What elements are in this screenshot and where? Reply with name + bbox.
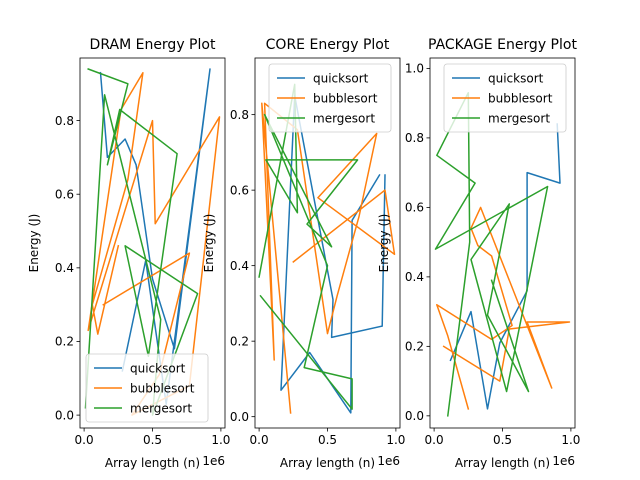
- y-tick-label: 0.8: [405, 131, 424, 145]
- y-tick-label: 0.6: [405, 201, 424, 215]
- y-axis-label: Energy (J): [27, 214, 41, 273]
- y-tick-label: 0.0: [55, 408, 74, 422]
- series-lines: [258, 83, 396, 414]
- legend-label-quicksort: quicksort: [488, 71, 544, 85]
- y-tick-label: 0.4: [405, 270, 424, 284]
- legend-label-mergesort: mergesort: [130, 401, 192, 415]
- y-tick-label: 0.2: [230, 334, 249, 348]
- legend-label-mergesort: mergesort: [313, 111, 375, 125]
- x-tick-label: 0.0: [425, 433, 444, 447]
- x-offset-label: 1e6: [552, 454, 575, 468]
- y-tick-label: 0.6: [230, 183, 249, 197]
- x-offset-label: 1e6: [202, 454, 225, 468]
- series-line-quicksort: [280, 95, 386, 414]
- legend-label-quicksort: quicksort: [313, 71, 369, 85]
- x-axis-label: Array length (n): [280, 456, 375, 470]
- x-axis-label: Array length (n): [105, 456, 200, 470]
- y-axis-label: Energy (J): [377, 214, 391, 273]
- series-line-mergesort: [84, 68, 199, 416]
- y-tick-label: 0.0: [230, 410, 249, 424]
- y-tick-label: 0.0: [405, 409, 424, 423]
- y-tick-label: 0.2: [405, 340, 424, 354]
- y-axis-label: Energy (J): [202, 214, 216, 273]
- legend-label-bubblesort: bubblesort: [313, 91, 378, 105]
- legend: quicksort bubblesort mergesort: [268, 63, 392, 133]
- y-tick-label: 0.6: [55, 187, 74, 201]
- x-tick-label: 0.5: [143, 433, 162, 447]
- series-line-bubblesort: [261, 102, 396, 414]
- legend-label-bubblesort: bubblesort: [130, 381, 195, 395]
- y-tick-label: 0.8: [230, 108, 249, 122]
- series-line-mergesort: [258, 83, 359, 410]
- x-tick-label: 1.0: [386, 433, 405, 447]
- y-tick-label: 1.0: [405, 62, 424, 76]
- y-tick-label: 0.2: [55, 335, 74, 349]
- y-tick-label: 0.8: [55, 114, 74, 128]
- chart-title: CORE Energy Plot: [266, 37, 390, 53]
- legend-box: [85, 353, 209, 423]
- legend: quicksort bubblesort mergesort: [443, 63, 567, 133]
- series-line-quicksort: [99, 68, 211, 405]
- y-tick-label: 0.4: [230, 259, 249, 273]
- x-tick-label: 0.0: [250, 433, 269, 447]
- legend: quicksort bubblesort mergesort: [85, 353, 209, 423]
- x-tick-label: 1.0: [211, 433, 230, 447]
- legend-label-quicksort: quicksort: [130, 361, 186, 375]
- legend-box: [443, 63, 567, 133]
- y-tick-label: 0.4: [55, 261, 74, 275]
- chart-title: DRAM Energy Plot: [90, 37, 216, 53]
- x-tick-label: 0.5: [318, 433, 337, 447]
- x-tick-label: 0.0: [75, 433, 94, 447]
- x-tick-label: 1.0: [561, 433, 580, 447]
- legend-label-mergesort: mergesort: [488, 111, 550, 125]
- chart-title: PACKAGE Energy Plot: [428, 37, 577, 53]
- x-offset-label: 1e6: [377, 454, 400, 468]
- series-line-bubblesort: [436, 206, 571, 410]
- chart-panel-0: 0.0 0.5 1.0 0.0 0.2 0.4 0.6 0.8 DRAM Energy Plot…: [27, 37, 230, 470]
- legend-label-bubblesort: bubblesort: [488, 91, 553, 105]
- legend-box: [268, 63, 392, 133]
- x-axis-label: Array length (n): [455, 456, 550, 470]
- x-tick-label: 0.5: [493, 433, 512, 447]
